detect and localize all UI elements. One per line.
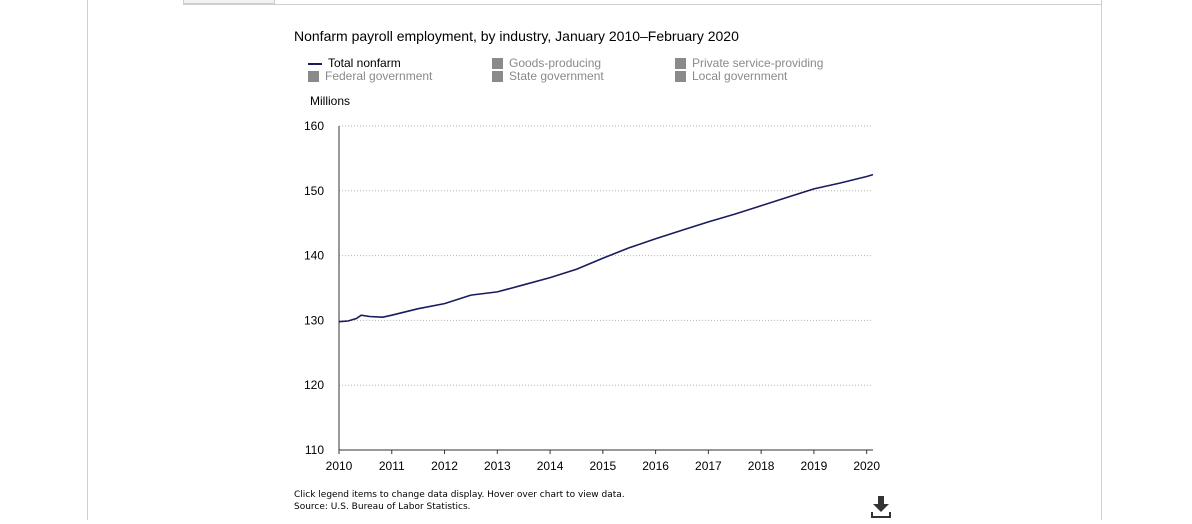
y-tick-label: 110 [305,443,324,457]
y-tick-label: 150 [304,184,324,198]
legend-box-swatch [675,58,686,69]
x-tick-label: 2020 [853,459,880,473]
legend-item-local-government[interactable]: Local government [675,70,787,83]
legend-label: Local government [692,69,788,83]
y-tick-label: 140 [304,249,324,263]
y-axis-unit-label: Millions [310,94,351,108]
page-border-left [87,0,88,520]
legend-label: Goods-producing [509,56,602,70]
legend-box-swatch [492,71,503,82]
legend-item-goods-producing[interactable]: Goods-producing [492,57,601,70]
legend-label: Private service-providing [692,56,824,70]
download-icon [871,496,891,518]
x-tick-label: 2011 [379,459,405,473]
download-button[interactable] [870,495,892,519]
source-note: Source: U.S. Bureau of Labor Statistics. [294,502,471,512]
x-tick-label: 2019 [801,459,828,473]
x-tick-label: 2017 [695,459,722,473]
legend-item-state-government[interactable]: State government [492,70,604,83]
legend-item-private-service-providing[interactable]: Private service-providing [675,57,823,70]
legend-line-swatch [308,62,322,65]
series-line-total-nonfarm[interactable] [338,173,874,323]
legend-label: State government [509,69,604,83]
y-tick-label: 160 [304,119,324,133]
legend: Total nonfarm Goods-producing Private se… [308,57,888,85]
x-tick-label: 2018 [748,459,775,473]
x-tick-label: 2014 [537,459,564,473]
legend-box-swatch [308,71,319,82]
chart-title: Nonfarm payroll employment, by industry,… [294,28,739,44]
legend-item-federal-government[interactable]: Federal government [308,70,432,83]
frame-left-border [183,0,184,5]
y-tick-label: 120 [304,378,324,392]
instruction-note: Click legend items to change data displa… [294,490,625,500]
legend-item-total-nonfarm[interactable]: Total nonfarm [308,57,401,70]
x-tick-label: 2013 [484,459,511,473]
page-border-right [1101,0,1102,520]
legend-box-swatch [675,71,686,82]
x-tick-label: 2015 [589,459,616,473]
line-chart[interactable]: 110 120 130 140 150 160 2010 2011 2012 2013 2014 20… [0,0,1192,490]
legend-label: Total nonfarm [328,56,401,70]
legend-box-swatch [492,58,503,69]
chart-notes: Click legend items to change data displa… [294,489,625,513]
frame-top-border [183,4,1101,5]
x-tick-label: 2010 [326,459,353,473]
y-tick-label: 130 [304,313,324,327]
legend-label: Federal government [325,69,433,83]
x-tick-label: 2012 [431,459,458,473]
x-tick-label: 2016 [642,459,669,473]
